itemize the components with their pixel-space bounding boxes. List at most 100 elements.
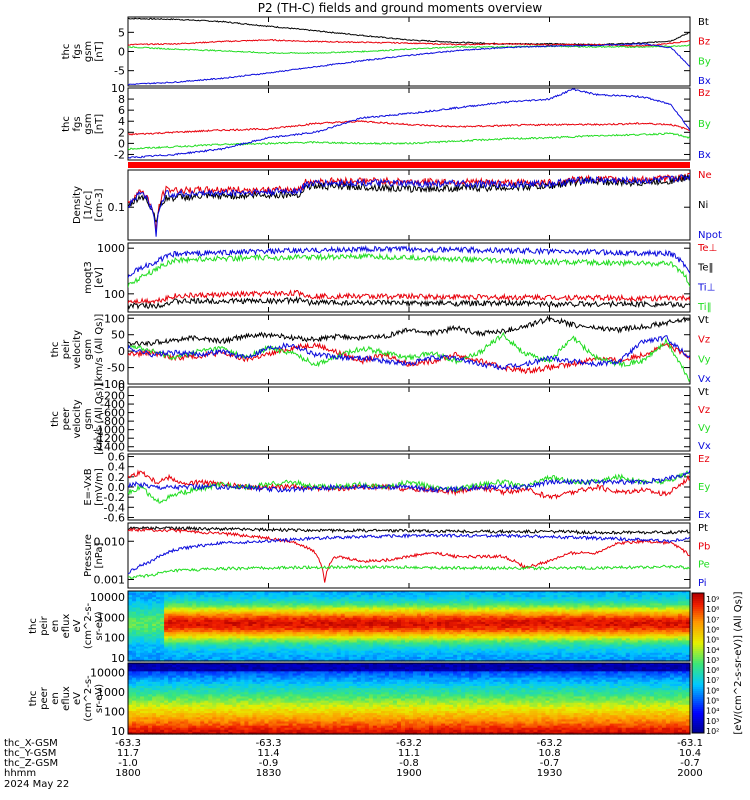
spec-cell xyxy=(344,593,350,596)
spec-cell xyxy=(525,626,531,629)
spec-cell xyxy=(573,656,579,660)
spec-cell xyxy=(364,634,370,637)
spec-cell xyxy=(609,634,615,637)
spec-cell xyxy=(581,611,587,615)
spec-cell xyxy=(585,621,591,625)
spec-cell xyxy=(581,601,587,604)
ion-spectrogram xyxy=(127,590,691,662)
spec-cell xyxy=(589,638,595,642)
spec-cell xyxy=(200,626,205,629)
spec-cell xyxy=(288,626,294,629)
spec-cell xyxy=(312,609,318,613)
spec-cell xyxy=(437,603,442,607)
spec-cell xyxy=(561,611,567,615)
spec-cell xyxy=(152,640,157,644)
spec-cell xyxy=(292,611,298,615)
spec-cell xyxy=(641,626,647,629)
spec-cell xyxy=(348,626,354,629)
spec-cell xyxy=(649,601,655,604)
spec-cell xyxy=(545,650,551,654)
spec-cell xyxy=(260,654,266,658)
spec-cell xyxy=(372,652,378,656)
spec-cell xyxy=(184,617,189,621)
spec-cell xyxy=(296,648,302,652)
spec-cell xyxy=(629,656,635,660)
spec-cell xyxy=(461,621,466,625)
spec-cell xyxy=(557,613,563,617)
spec-cell xyxy=(364,591,370,594)
spec-cell xyxy=(521,626,527,629)
spec-cell xyxy=(140,632,145,635)
spec-cell xyxy=(264,607,270,611)
spec-cell xyxy=(140,652,145,656)
spec-cell xyxy=(473,652,478,656)
spec-cell xyxy=(477,619,482,623)
spec-cell xyxy=(585,595,591,598)
spec-cell xyxy=(220,648,225,652)
spec-cell xyxy=(537,603,543,607)
spec-cell xyxy=(489,615,494,619)
spec-cell xyxy=(469,605,474,609)
spec-cell xyxy=(629,646,635,650)
spec-cell xyxy=(665,593,671,596)
spec-cell xyxy=(224,642,229,646)
spec-cell xyxy=(569,648,575,652)
spec-cell xyxy=(477,634,482,637)
spec-cell xyxy=(352,656,358,660)
spec-cell xyxy=(236,595,241,598)
spec-cell xyxy=(328,628,334,631)
spec-cell xyxy=(549,593,555,596)
spec-cell xyxy=(344,615,350,619)
spec-cell xyxy=(429,593,434,596)
spec-cell xyxy=(188,611,193,615)
spec-cell xyxy=(136,650,141,654)
spec-cell xyxy=(649,591,655,594)
spec-cell xyxy=(645,638,651,642)
spec-cell xyxy=(457,648,462,652)
spec-cell xyxy=(601,619,607,623)
spec-cell xyxy=(421,593,426,596)
spec-cell xyxy=(481,597,486,600)
spec-cell xyxy=(633,646,639,650)
spec-cell xyxy=(200,613,205,617)
spec-cell xyxy=(441,613,446,617)
spec-cell xyxy=(465,650,470,654)
spec-cell xyxy=(396,617,402,621)
spec-cell xyxy=(180,595,185,598)
spec-cell xyxy=(404,619,410,623)
spec-cell xyxy=(669,615,675,619)
spec-cell xyxy=(144,615,149,619)
spec-cell xyxy=(132,626,137,629)
spec-cell xyxy=(272,642,278,646)
spec-cell xyxy=(264,646,270,650)
y-tick-label: -0.2 xyxy=(104,491,125,504)
spec-cell xyxy=(645,654,651,658)
spec-cell xyxy=(248,650,254,654)
spec-cell xyxy=(533,654,539,658)
spec-cell xyxy=(156,611,161,615)
spec-cell xyxy=(553,597,559,600)
spec-cell xyxy=(168,638,173,642)
spec-cell xyxy=(272,626,278,629)
spec-cell xyxy=(176,611,181,615)
spec-cell xyxy=(148,652,153,656)
spec-cell xyxy=(561,636,567,639)
spec-cell xyxy=(364,611,370,615)
spec-cell xyxy=(609,613,615,617)
spec-cell xyxy=(413,611,418,615)
spec-cell xyxy=(425,646,430,650)
spec-cell xyxy=(417,650,422,654)
spec-cell xyxy=(152,613,157,617)
spec-cell xyxy=(196,636,201,639)
spec-cell xyxy=(276,644,282,648)
spec-cell xyxy=(577,623,583,627)
spec-cell xyxy=(364,640,370,644)
spec-cell xyxy=(268,607,274,611)
spec-cell xyxy=(220,599,225,602)
spec-cell xyxy=(264,650,270,654)
spec-cell xyxy=(336,601,342,604)
spec-cell xyxy=(200,652,205,656)
spec-cell xyxy=(276,613,282,617)
spec-cell xyxy=(148,599,153,602)
spec-cell xyxy=(481,656,486,660)
